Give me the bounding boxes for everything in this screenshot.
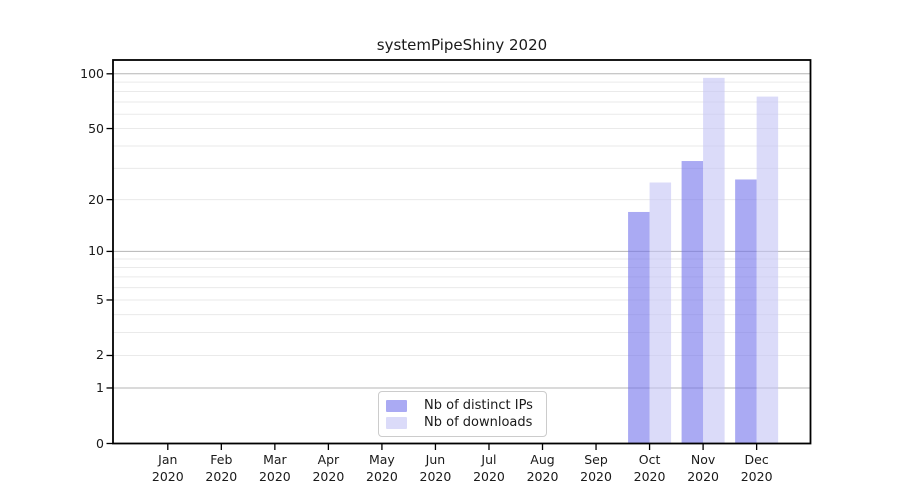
y-tick-label-2: 2 [96, 347, 104, 363]
x-tick-label-aug: Aug 2020 [526, 452, 559, 484]
x-tick-label-feb: Feb 2020 [205, 452, 238, 484]
bar-oct-series1 [649, 182, 672, 444]
chart-title: systemPipeShiny 2020 [376, 36, 548, 54]
legend-item-0: Nb of distinct IPs [386, 397, 538, 414]
x-tick-label-mar: Mar 2020 [258, 452, 291, 484]
legend: Nb of distinct IPs Nb of downloads [378, 391, 547, 437]
x-tick-label-jun: Jun 2020 [419, 452, 452, 484]
x-tick-label-oct: Oct 2020 [633, 452, 666, 484]
y-tick-label-10: 10 [88, 243, 104, 259]
y-tick-label-50: 50 [88, 120, 104, 136]
y-tick-label-100: 100 [80, 65, 104, 81]
legend-label: Nb of downloads [424, 415, 533, 430]
bar-dec-series1 [756, 96, 779, 444]
x-tick-label-sep: Sep 2020 [580, 452, 612, 484]
legend-swatch-icon [386, 416, 407, 429]
x-tick-label-jan: Jan 2020 [151, 452, 184, 484]
x-tick-label-may: May 2020 [366, 452, 398, 484]
legend-swatch-icon [386, 399, 407, 412]
legend-item-1: Nb of downloads [386, 414, 538, 431]
bar-nov-series0 [681, 161, 704, 444]
y-tick-label-5: 5 [96, 291, 104, 307]
bar-nov-series1 [703, 77, 725, 444]
y-tick-label-0: 0 [96, 435, 104, 451]
x-tick-label-dec: Dec 2020 [740, 452, 773, 484]
y-tick-label-20: 20 [88, 191, 104, 207]
x-tick-label-jul: Jul 2020 [473, 452, 505, 484]
legend-label: Nb of distinct IPs [424, 398, 533, 413]
bar-oct-series0 [628, 211, 650, 444]
bar-dec-series0 [735, 179, 757, 444]
y-tick-label-1: 1 [96, 379, 104, 395]
x-tick-label-apr: Apr 2020 [312, 452, 345, 484]
x-tick-label-nov: Nov 2020 [687, 452, 719, 484]
